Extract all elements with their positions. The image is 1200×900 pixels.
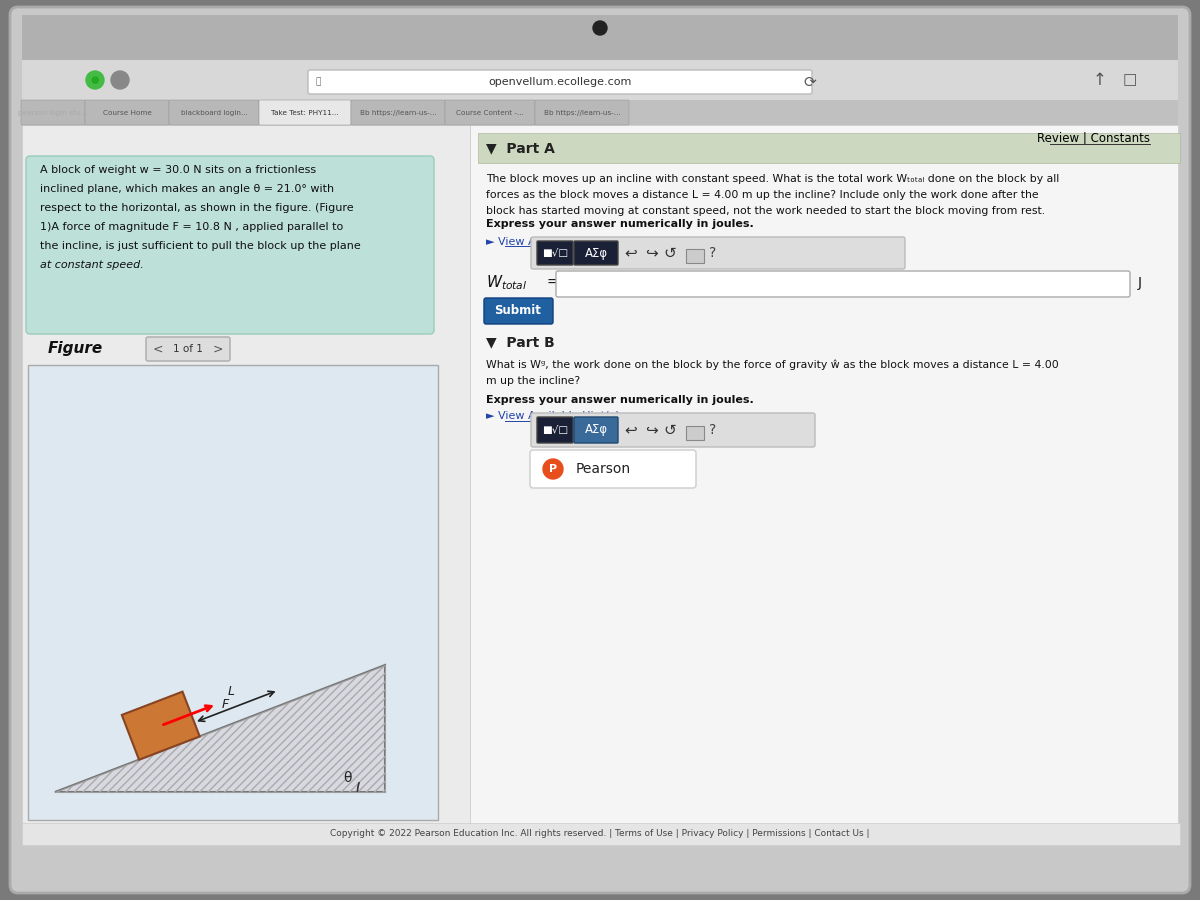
Bar [22, 60, 1178, 100]
FancyBboxPatch shape [308, 70, 812, 94]
Text: ↩: ↩ [625, 422, 637, 437]
Text: at constant speed.: at constant speed. [40, 260, 144, 270]
FancyBboxPatch shape [530, 237, 905, 269]
Text: Submit: Submit [494, 304, 541, 318]
Text: Take Test: PHY11...: Take Test: PHY11... [271, 110, 338, 116]
FancyBboxPatch shape [538, 241, 574, 265]
Text: =: = [546, 276, 558, 290]
Bar [22, 100, 1178, 125]
FancyBboxPatch shape [535, 100, 629, 125]
Text: J: J [1138, 276, 1142, 290]
Text: m up the incline?: m up the incline? [486, 376, 580, 386]
Bar [22, 15, 1178, 60]
FancyBboxPatch shape [538, 417, 574, 443]
Bar [686, 426, 704, 440]
Bar [470, 125, 1178, 845]
FancyBboxPatch shape [530, 450, 696, 488]
Text: openvellum.ecollege.com: openvellum.ecollege.com [488, 77, 631, 87]
FancyBboxPatch shape [556, 271, 1130, 297]
Circle shape [112, 71, 130, 89]
Text: ▼  Part A: ▼ Part A [486, 141, 554, 155]
FancyBboxPatch shape [26, 156, 434, 334]
Bar [22, 823, 1180, 845]
Text: ●: ● [91, 75, 100, 85]
Text: <: < [152, 343, 163, 356]
Text: L: L [228, 685, 235, 698]
FancyBboxPatch shape [169, 100, 259, 125]
Text: ?: ? [709, 423, 716, 437]
Text: □: □ [1123, 73, 1138, 87]
Text: A block of weight w = 30.0 N sits on a frictionless: A block of weight w = 30.0 N sits on a f… [40, 165, 316, 175]
Text: Pearson: Pearson [576, 462, 631, 476]
Text: ► View Available Hint(s): ► View Available Hint(s) [486, 236, 619, 246]
Text: 1)A force of magnitude F = 10.8 N , applied parallel to: 1)A force of magnitude F = 10.8 N , appl… [40, 222, 343, 232]
Text: $W_{total}$: $W_{total}$ [486, 274, 528, 292]
Text: ?: ? [709, 246, 716, 260]
Text: pearson login stu...: pearson login stu... [18, 110, 88, 116]
Text: ↺: ↺ [664, 246, 677, 260]
Text: ▼  Part B: ▼ Part B [486, 335, 554, 349]
Text: Bb https://learn-us-...: Bb https://learn-us-... [544, 110, 620, 116]
Bar [22, 125, 470, 845]
FancyBboxPatch shape [85, 100, 169, 125]
FancyBboxPatch shape [146, 337, 230, 361]
Text: Course Home: Course Home [102, 110, 151, 116]
Text: blackboard login...: blackboard login... [181, 110, 247, 116]
Text: F: F [222, 698, 229, 711]
Text: P: P [548, 464, 557, 474]
Text: ↪: ↪ [644, 246, 658, 260]
Text: >: > [212, 343, 223, 356]
Text: ↺: ↺ [664, 422, 677, 437]
FancyBboxPatch shape [530, 413, 815, 447]
Text: forces as the block moves a distance L = 4.00 m up the incline? Include only the: forces as the block moves a distance L =… [486, 190, 1039, 200]
Text: ► View Available Hint(s): ► View Available Hint(s) [486, 411, 619, 421]
Text: Bb https://learn-us-...: Bb https://learn-us-... [360, 110, 437, 116]
Text: Copyright © 2022 Pearson Education Inc. All rights reserved. | Terms of Use | Pr: Copyright © 2022 Pearson Education Inc. … [330, 830, 870, 839]
Text: Express your answer numerically in joules.: Express your answer numerically in joule… [486, 395, 754, 405]
Text: inclined plane, which makes an angle θ = 21.0° with: inclined plane, which makes an angle θ =… [40, 184, 334, 194]
Text: respect to the horizontal, as shown in the figure. (Figure: respect to the horizontal, as shown in t… [40, 203, 354, 213]
FancyBboxPatch shape [22, 100, 85, 125]
Text: ■√□: ■√□ [542, 425, 568, 435]
FancyBboxPatch shape [445, 100, 535, 125]
Text: 1 of 1: 1 of 1 [173, 344, 203, 354]
Text: The block moves up an incline with constant speed. What is the total work Wₜₒₜₐₗ: The block moves up an incline with const… [486, 174, 1060, 184]
Circle shape [593, 21, 607, 35]
Text: Review | Constants: Review | Constants [1037, 131, 1150, 145]
Text: ■√□: ■√□ [542, 248, 568, 258]
Text: θ: θ [343, 771, 352, 785]
Text: the incline, is just sufficient to pull the block up the plane: the incline, is just sufficient to pull … [40, 241, 361, 251]
Text: ΑΣφ: ΑΣφ [584, 424, 607, 436]
Text: Figure: Figure [48, 340, 103, 356]
FancyBboxPatch shape [574, 417, 618, 443]
FancyBboxPatch shape [574, 241, 618, 265]
FancyBboxPatch shape [10, 7, 1190, 893]
Polygon shape [122, 691, 199, 760]
Text: What is Wᵍ, the work done on the block by the force of gravity ŵ as the block mo: What is Wᵍ, the work done on the block b… [486, 360, 1058, 371]
FancyBboxPatch shape [352, 100, 445, 125]
Text: block has started moving at constant speed, not the work needed to start the blo: block has started moving at constant spe… [486, 206, 1045, 216]
FancyBboxPatch shape [259, 100, 352, 125]
Text: ΑΣφ: ΑΣφ [584, 247, 607, 259]
Text: 🔒: 🔒 [314, 77, 320, 86]
Text: Course Content -...: Course Content -... [456, 110, 524, 116]
Circle shape [86, 71, 104, 89]
Polygon shape [55, 665, 385, 792]
Text: ↩: ↩ [625, 246, 637, 260]
Text: ↪: ↪ [644, 422, 658, 437]
Bar [28, 365, 438, 820]
Circle shape [542, 459, 563, 479]
Bar [686, 249, 704, 263]
Text: ⟳: ⟳ [804, 75, 816, 89]
Text: Express your answer numerically in joules.: Express your answer numerically in joule… [486, 219, 754, 229]
FancyBboxPatch shape [484, 298, 553, 324]
Bar [478, 133, 1180, 163]
Text: ↑: ↑ [1093, 71, 1106, 89]
